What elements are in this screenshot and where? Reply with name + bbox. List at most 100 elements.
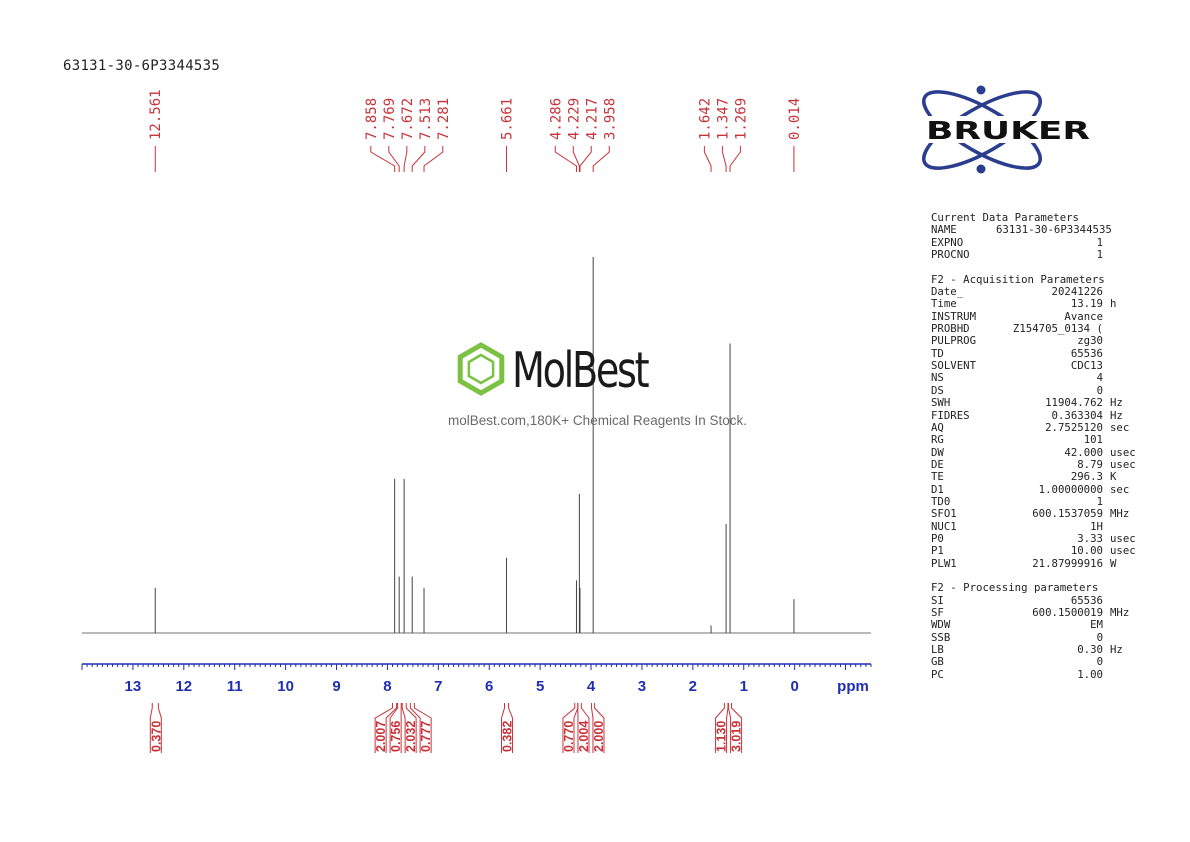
param-unit: usec — [1110, 531, 1136, 545]
processing-params-list: SI 65536 SF 600.1500019 MHz WDW EM SSB 0 LB 0.30 Hz… — [931, 594, 1141, 681]
param-row: DE 8.79 usec — [931, 457, 1141, 471]
integral-bracket — [389, 703, 399, 753]
peak-label: 7.672 — [400, 98, 416, 140]
integral-bracket — [731, 703, 743, 753]
peak-label-connector — [423, 146, 444, 172]
peak-label: 1.642 — [697, 98, 713, 140]
benzene-ring-icon — [457, 342, 505, 396]
current-params-title: Current Data Parameters — [931, 211, 1079, 224]
param-unit — [1103, 669, 1110, 681]
param-value: 0.363304 — [1051, 408, 1103, 422]
param-row: PULPROG zg30 — [931, 335, 1141, 348]
param-row: INSTRUM Avance — [931, 310, 1141, 323]
param-value: 0 — [1096, 630, 1103, 644]
param-unit — [1103, 434, 1110, 446]
param-row: PLW1 21.87999916 W — [931, 556, 1141, 570]
param-value: 4 — [1096, 371, 1103, 385]
param-unit: usec — [1110, 457, 1136, 471]
param-key: PC — [931, 667, 944, 681]
param-unit — [1103, 595, 1110, 607]
param-value: CDC13 — [1070, 359, 1103, 373]
param-key: LB — [931, 643, 944, 657]
param-key: SWH — [931, 396, 951, 410]
param-value: 10.00 — [1070, 544, 1103, 558]
param-unit: usec — [1110, 445, 1136, 459]
peak-label: 4.229 — [566, 98, 582, 140]
param-key: GB — [931, 655, 944, 669]
param-key: AQ — [931, 420, 944, 434]
integral-bracket — [726, 703, 729, 753]
x-tick-label: 1 — [740, 678, 748, 695]
param-value: 2.7525120 — [1045, 420, 1103, 434]
param-row: RG 101 — [931, 433, 1141, 447]
param-value: 1.00000000 — [1038, 482, 1103, 496]
param-unit — [1103, 335, 1110, 347]
param-unit: usec — [1110, 544, 1136, 558]
peak-label-connector — [370, 146, 396, 172]
param-unit: MHz — [1110, 507, 1130, 521]
acquisition-params-list: Date_ 20241226 Time 13.19 h INSTRUM Avance PROB… — [931, 285, 1141, 570]
param-unit: K — [1110, 470, 1117, 484]
param-key: TD — [931, 346, 944, 360]
param-key: EXPNO — [931, 235, 964, 249]
acquisition-parameters-panel: Current Data Parameters NAME 63131-30-6P3… — [931, 211, 1141, 681]
integral-bracket — [594, 703, 605, 753]
param-unit — [1103, 632, 1110, 644]
sample-id-label: 63131-30-6P3344535 — [63, 58, 221, 74]
param-value: 20241226 — [1051, 285, 1103, 299]
param-unit: sec — [1110, 420, 1130, 434]
current-params-list: NAME 63131-30-6P3344535 EXPNO 1 PROCNO 1 — [931, 223, 1141, 262]
param-row: SWH 11904.762 Hz — [931, 396, 1141, 410]
integral-bracket — [727, 703, 732, 753]
param-unit: Hz — [1110, 396, 1123, 410]
param-key: PLW1 — [931, 556, 957, 570]
integral-label: 1.130 — [715, 721, 729, 752]
param-unit — [1103, 656, 1110, 668]
peak-label-connector — [388, 146, 400, 172]
integral-label: 0.382 — [501, 721, 515, 752]
param-value: 0 — [1096, 383, 1103, 397]
peak-label: 5.661 — [499, 98, 515, 140]
param-row: LB 0.30 Hz — [931, 643, 1141, 657]
param-unit — [1103, 521, 1110, 533]
param-key: SF — [931, 606, 944, 619]
peak-label-connector — [403, 146, 408, 172]
param-row: FIDRES 0.363304 Hz — [931, 408, 1141, 422]
integral-label: 2.032 — [404, 721, 418, 752]
param-row: P1 10.00 usec — [931, 544, 1141, 558]
peak-label-connector — [729, 146, 741, 172]
integral-bracket — [409, 703, 421, 753]
param-unit — [1103, 348, 1110, 360]
bruker-logo-text: BRUKER — [926, 116, 1090, 145]
peak-label: 7.858 — [364, 98, 380, 140]
param-row: WDW EM — [931, 618, 1141, 632]
param-unit — [1103, 237, 1110, 249]
param-key: D1 — [931, 482, 944, 496]
param-row: TD0 1 — [931, 495, 1141, 508]
param-row: Date_ 20241226 — [931, 285, 1141, 299]
integral-bracket — [591, 703, 594, 753]
param-value: 42.000 — [1064, 445, 1103, 459]
param-key: PROBHD — [931, 322, 970, 336]
peak-label: 0.014 — [787, 98, 803, 140]
param-key: SSB — [931, 630, 951, 644]
param-unit — [1103, 224, 1110, 236]
param-row: SSB 0 — [931, 630, 1141, 644]
param-row: PC 1.00 — [931, 667, 1141, 681]
param-key: RG — [931, 433, 944, 447]
param-key: DE — [931, 457, 944, 471]
param-row: TE 296.3 K — [931, 470, 1141, 484]
peak-label: 3.958 — [602, 98, 618, 140]
param-value: EM — [1090, 618, 1103, 632]
param-value: 1H — [1090, 519, 1103, 533]
param-value: 63131-30-6P3344535 — [996, 223, 1112, 237]
x-tick-label: 7 — [434, 678, 442, 695]
param-value: 8.79 — [1077, 457, 1103, 471]
integral-label: 2.000 — [592, 721, 606, 752]
param-row: NAME 63131-30-6P3344535 — [931, 223, 1141, 237]
param-row: Time 13.19 h — [931, 298, 1141, 311]
integral-bracket — [562, 703, 576, 753]
param-key: PROCNO — [931, 248, 970, 262]
param-row: SFO1 600.1537059 MHz — [931, 507, 1141, 521]
param-row: NS 4 — [931, 371, 1141, 385]
